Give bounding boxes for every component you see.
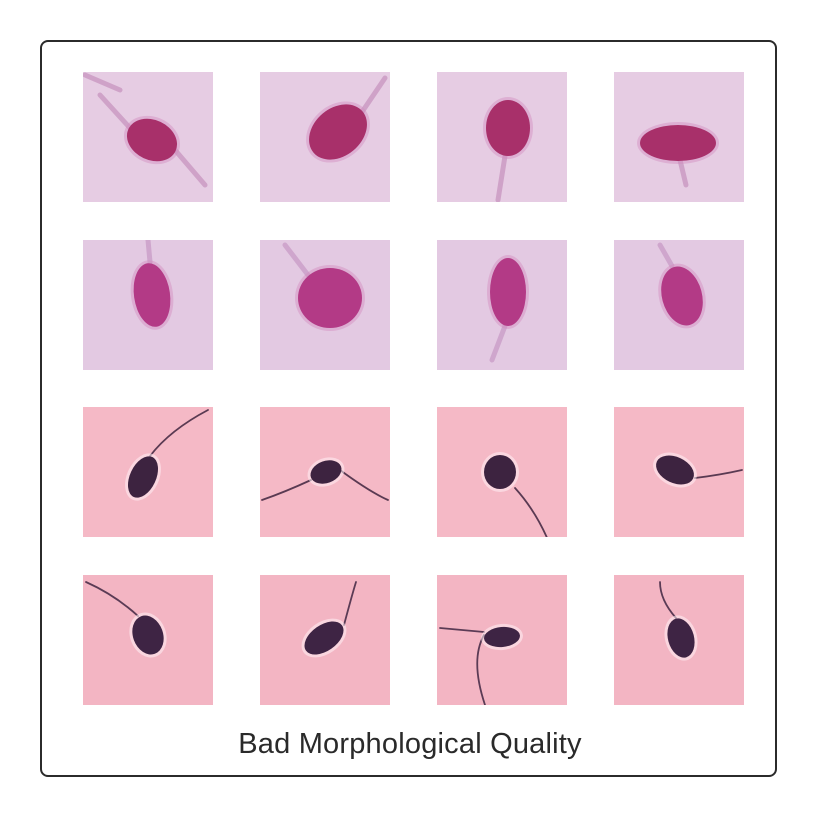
sperm-tile-r4-c4	[614, 575, 744, 705]
sperm-tile-r2-c4-micrograph	[614, 240, 744, 370]
sperm-tile-r4-c3	[437, 575, 567, 705]
sperm-tile-r1-c3	[437, 72, 567, 202]
sperm-tile-r4-c2	[260, 575, 390, 705]
sperm-tail	[495, 153, 508, 202]
sperm-head	[661, 266, 703, 326]
sperm-head	[640, 125, 716, 161]
sperm-tail	[261, 469, 389, 501]
sperm-tile-r3-c2	[260, 407, 390, 537]
sperm-head	[298, 268, 362, 328]
sperm-head	[309, 104, 367, 160]
sperm-tile-r3-c4-micrograph	[614, 407, 744, 537]
sperm-tail	[657, 242, 675, 269]
sperm-head	[127, 456, 159, 498]
sperm-head	[132, 615, 164, 655]
sperm-tile-r1-c2-micrograph	[260, 72, 390, 202]
sperm-tail	[282, 242, 311, 278]
sperm-tile-r2-c4	[614, 240, 744, 370]
sperm-tile-r3-c1	[83, 407, 213, 537]
sperm-tail	[694, 469, 743, 479]
sperm-tile-r1-c1	[83, 72, 213, 202]
sperm-tile-r2-c1	[83, 240, 213, 370]
sperm-tail	[83, 72, 208, 188]
sperm-head	[310, 460, 342, 484]
sperm-tile-r1-c3-micrograph	[437, 72, 567, 202]
sperm-tail	[85, 581, 139, 617]
sperm-tail	[659, 581, 677, 619]
sperm-head	[484, 626, 520, 648]
sperm-head	[667, 618, 695, 658]
sperm-tile-r4-c3-micrograph	[437, 575, 567, 705]
sperm-head	[126, 118, 178, 162]
sperm-tile-r2-c2-micrograph	[260, 240, 390, 370]
sperm-tile-r1-c4-micrograph	[614, 72, 744, 202]
sperm-head	[304, 621, 344, 655]
sperm-tile-r3-c4	[614, 407, 744, 537]
sperm-tail	[149, 409, 209, 457]
sperm-tile-r4-c1	[83, 575, 213, 705]
sperm-tile-r3-c3-micrograph	[437, 407, 567, 537]
sperm-tile-r1-c1-micrograph	[83, 72, 213, 202]
sperm-tail	[489, 323, 508, 363]
sperm-tile-r2-c1-micrograph	[83, 240, 213, 370]
sperm-tile-r4-c4-micrograph	[614, 575, 744, 705]
sperm-tile-r4-c2-micrograph	[260, 575, 390, 705]
sperm-head	[490, 258, 526, 326]
sperm-tail	[514, 487, 548, 537]
sperm-tail	[145, 240, 153, 265]
sperm-head	[484, 455, 516, 489]
sperm-tile-r3-c1-micrograph	[83, 407, 213, 537]
sperm-tile-r2-c3	[437, 240, 567, 370]
sperm-tile-r2-c2	[260, 240, 390, 370]
sperm-tile-r4-c1-micrograph	[83, 575, 213, 705]
sperm-tail	[343, 581, 357, 626]
sperm-tile-r3-c3	[437, 407, 567, 537]
sperm-head	[133, 263, 171, 327]
sperm-tile-r1-c2	[260, 72, 390, 202]
sperm-tile-r2-c3-micrograph	[437, 240, 567, 370]
sperm-tail	[359, 75, 388, 115]
sperm-tail	[677, 157, 689, 188]
sperm-head	[486, 100, 530, 156]
figure-caption: Bad Morphological Quality	[238, 728, 582, 760]
sperm-tile-r1-c4	[614, 72, 744, 202]
sperm-tile-r3-c2-micrograph	[260, 407, 390, 537]
sperm-head	[656, 455, 694, 485]
